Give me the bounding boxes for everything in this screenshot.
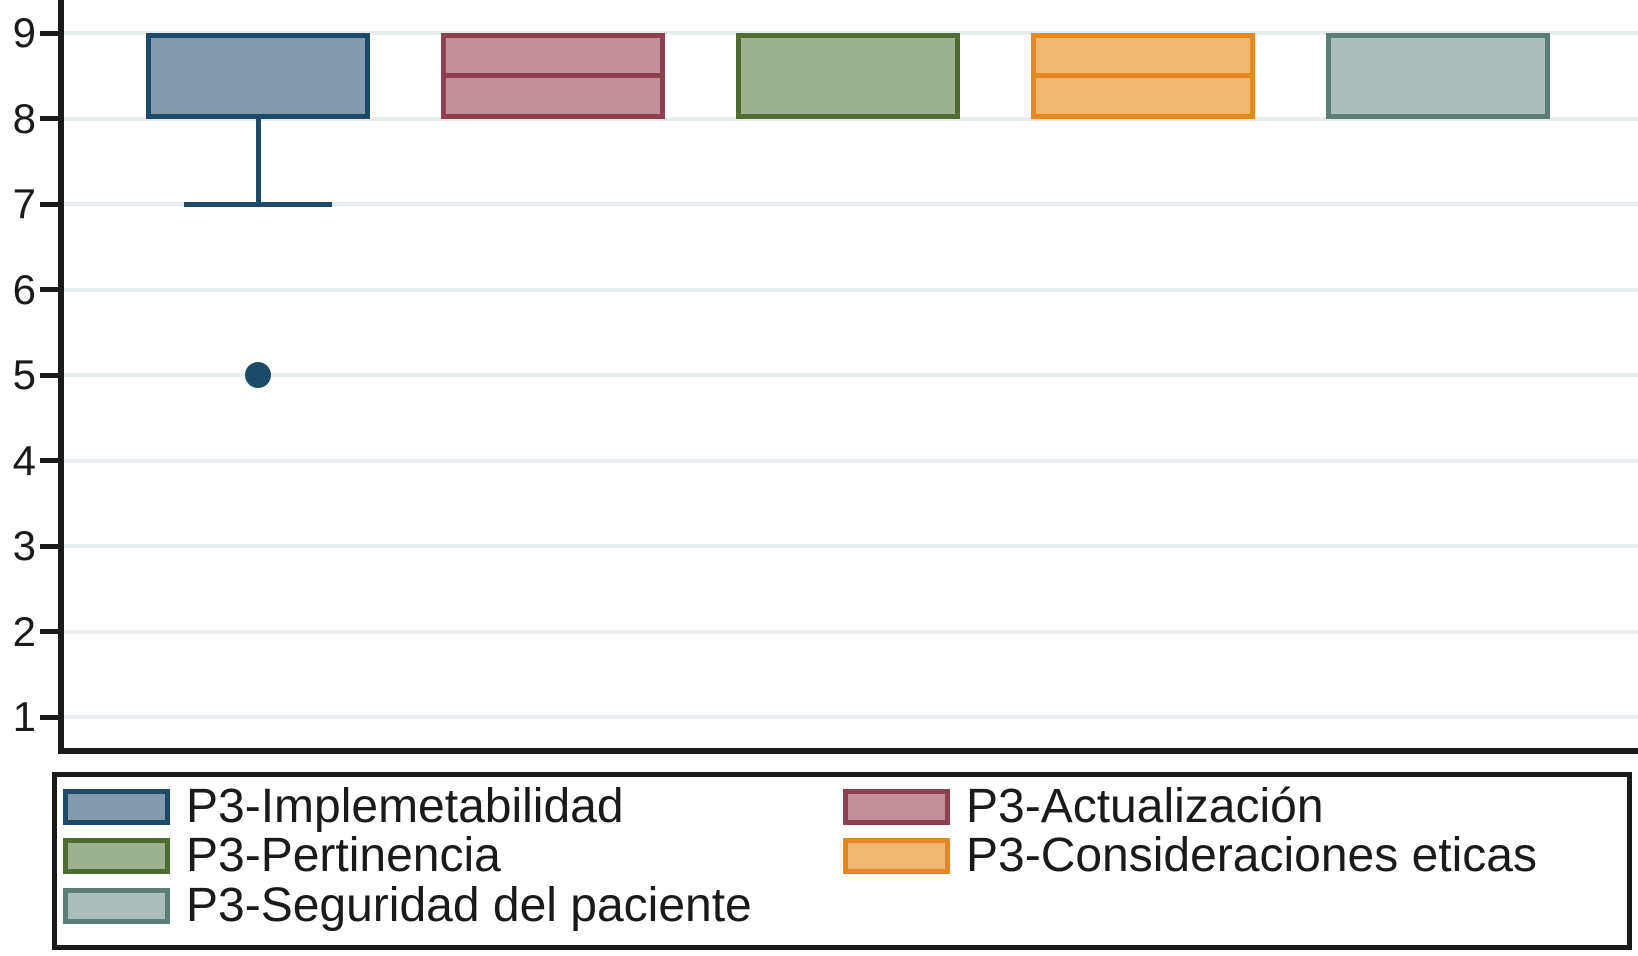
median-line-1: [441, 73, 665, 79]
legend-label-seguridad-del-paciente: P3-Seguridad del paciente: [186, 879, 752, 932]
y-tick-2: [40, 629, 58, 634]
y-tick-6: [40, 287, 58, 292]
box-2: [736, 33, 960, 119]
legend-label-pertinencia: P3-Pertinencia: [186, 829, 501, 882]
legend-swatch-seguridad-del-paciente: [63, 888, 170, 924]
box-4: [1326, 33, 1550, 119]
gridline-6: [64, 287, 1638, 292]
legend-label-implemetabilidad: P3-Implemetabilidad: [186, 780, 624, 833]
outlier-point-0-0: [245, 362, 271, 388]
y-tick-7: [40, 201, 58, 207]
legend-item-pertinencia: P3-Pertinencia: [63, 829, 501, 882]
y-tick-9: [40, 30, 58, 36]
legend-swatch-consideraciones-eticas: [843, 838, 950, 874]
plot-area: 9 8 7 6 5 4 3 2 1: [12, 0, 1638, 754]
whisker-cap-0: [184, 201, 332, 207]
y-tick-label-1: 1: [12, 693, 36, 740]
y-tick-3: [40, 543, 58, 549]
gridline-7: [64, 202, 1638, 206]
legend-item-actualizacion: P3-Actualización: [843, 780, 1324, 833]
gridline-4: [64, 458, 1638, 463]
legend-label-actualizacion: P3-Actualización: [966, 780, 1324, 833]
y-tick-label-5: 5: [12, 351, 36, 398]
legend: P3-Implemetabilidad P3-Actualización P3-…: [52, 772, 1632, 950]
y-axis-line: [58, 0, 64, 753]
legend-item-consideraciones-eticas: P3-Consideraciones eticas: [843, 829, 1537, 882]
y-tick-8: [40, 116, 58, 121]
y-tick-4: [40, 458, 58, 463]
y-tick-1: [40, 714, 58, 720]
box-0: [146, 33, 370, 119]
x-axis-line: [58, 748, 1638, 754]
gridline-3: [64, 544, 1638, 548]
y-tick-label-6: 6: [12, 265, 36, 313]
legend-item-seguridad-del-paciente: P3-Seguridad del paciente: [63, 879, 752, 932]
y-tick-label-2: 2: [12, 607, 36, 655]
legend-item-implemetabilidad: P3-Implemetabilidad: [63, 780, 624, 833]
whisker-stem-0: [255, 118, 261, 204]
gridline-2: [64, 629, 1638, 634]
legend-swatch-implemetabilidad: [63, 789, 170, 825]
legend-swatch-actualizacion: [843, 789, 950, 825]
y-tick-5: [40, 372, 58, 378]
gridline-8: [64, 116, 1638, 121]
y-tick-label-3: 3: [12, 522, 36, 569]
y-tick-label-7: 7: [12, 180, 36, 227]
legend-swatch-pertinencia: [63, 838, 170, 874]
y-tick-label-8: 8: [12, 94, 36, 142]
gridline-5: [64, 373, 1638, 377]
gridline-1: [64, 715, 1638, 719]
legend-label-consideraciones-eticas: P3-Consideraciones eticas: [966, 829, 1537, 882]
y-tick-label-4: 4: [12, 436, 36, 484]
y-tick-label-9: 9: [12, 9, 36, 56]
median-line-3: [1031, 73, 1255, 79]
